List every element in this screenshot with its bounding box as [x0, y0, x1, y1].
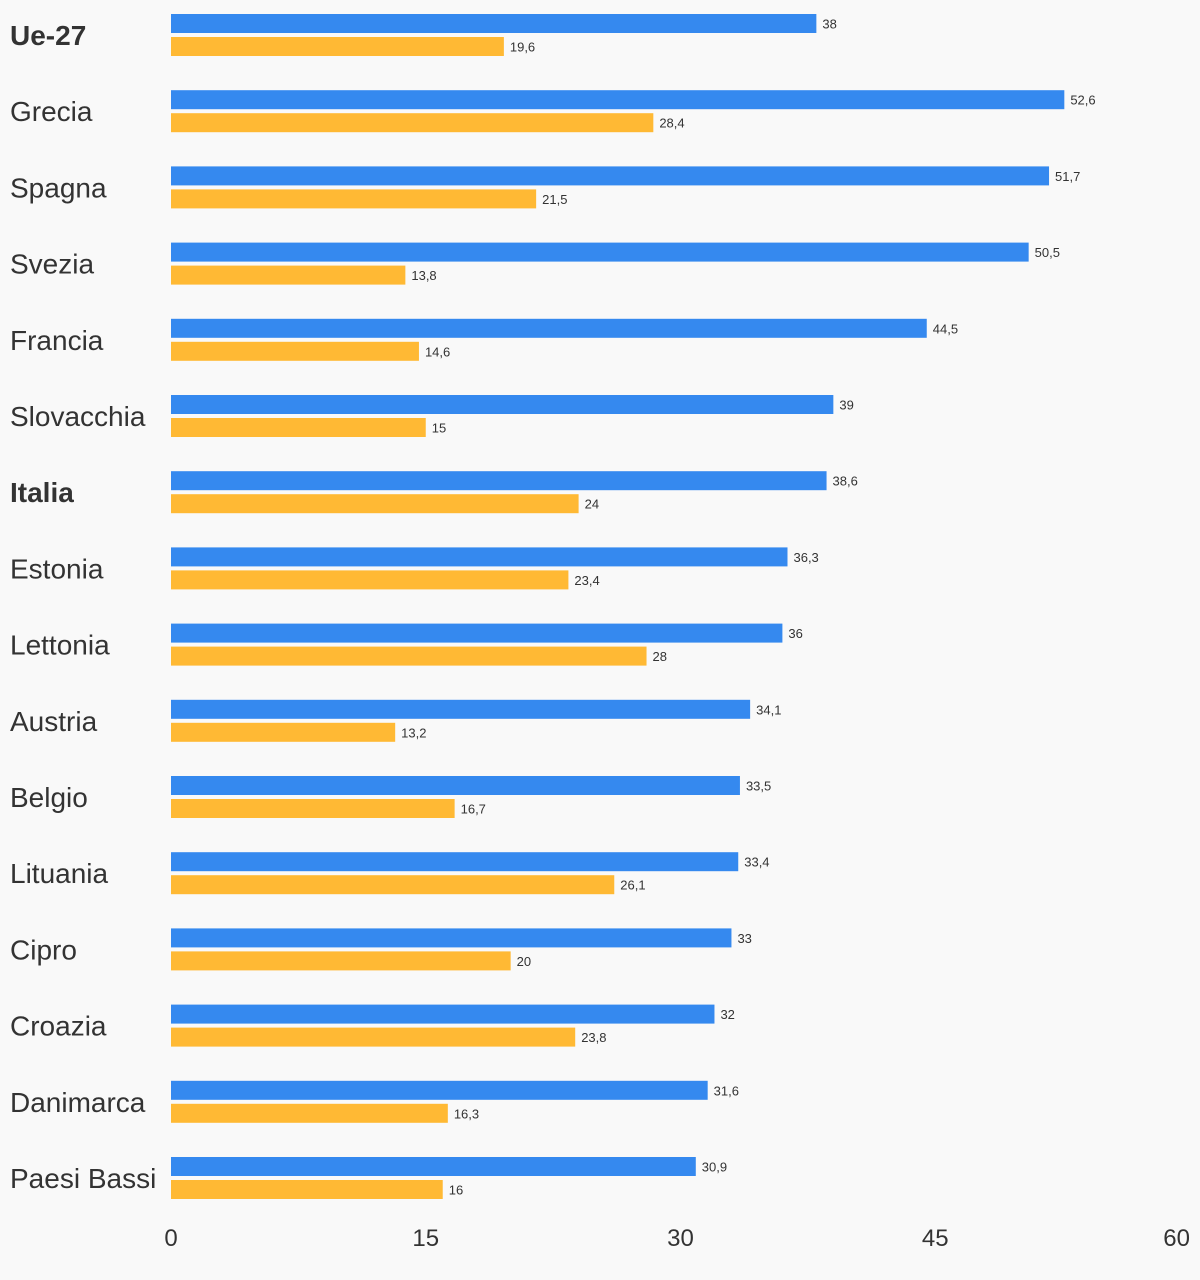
- bar-paesi-bassi-series-1: [171, 1157, 696, 1176]
- bar-spagna-series-1: [171, 166, 1050, 186]
- value-label-francia-series-1: 44,5: [933, 321, 958, 336]
- bar-belgio-series-1: [171, 776, 740, 795]
- value-label-spagna-series-1: 51,7: [1055, 169, 1080, 184]
- bars-layer: [171, 14, 1065, 1199]
- x-tick-label-0: 0: [164, 1225, 177, 1252]
- value-labels: 38 19,6 52,6 28,4 51,7 21,5 50,5 13,8 44,5 14,6 39…: [401, 17, 1095, 1198]
- value-label-austria-series-2: 13,2: [401, 725, 426, 740]
- bar-lettonia-series-2: [171, 646, 647, 666]
- bar-grecia-series-1: [171, 90, 1065, 110]
- value-label-austria-series-1: 34,1: [756, 702, 781, 717]
- bar-italia-series-2: [171, 494, 579, 514]
- bar-croazia-series-1: [171, 1004, 715, 1024]
- value-label-estonia-series-1: 36,3: [793, 550, 818, 565]
- value-label-ue-27-series-1: 38: [822, 17, 836, 32]
- category-label-estonia: Estonia: [10, 553, 104, 584]
- value-label-italia-series-2: 24: [585, 497, 599, 512]
- category-label-grecia: Grecia: [10, 96, 93, 127]
- category-label-ue-27: Ue-27: [10, 20, 86, 51]
- value-label-danimarca-series-2: 16,3: [454, 1106, 479, 1121]
- bar-estonia-series-1: [171, 547, 788, 567]
- value-label-belgio-series-2: 16,7: [461, 802, 486, 817]
- category-label-spagna: Spagna: [10, 172, 107, 203]
- value-label-slovacchia-series-1: 39: [839, 398, 853, 413]
- bar-grecia-series-2: [171, 113, 654, 133]
- value-label-paesi-bassi-series-1: 30,9: [702, 1160, 727, 1175]
- category-label-cipro: Cipro: [10, 934, 77, 965]
- category-label-lituania: Lituania: [10, 858, 109, 889]
- category-label-slovacchia: Slovacchia: [10, 401, 146, 432]
- value-label-croazia-series-1: 32: [720, 1007, 734, 1022]
- bar-spagna-series-2: [171, 189, 537, 209]
- bar-cipro-series-1: [171, 928, 732, 948]
- category-label-croazia: Croazia: [10, 1011, 107, 1042]
- x-tick-label-30: 30: [667, 1225, 694, 1252]
- x-tick-label-60: 60: [1163, 1225, 1190, 1252]
- bar-austria-series-1: [171, 699, 751, 719]
- value-label-danimarca-series-1: 31,6: [714, 1083, 739, 1098]
- value-label-ue-27-series-2: 19,6: [510, 40, 535, 55]
- bar-lettonia-series-1: [171, 623, 783, 643]
- value-label-grecia-series-1: 52,6: [1070, 93, 1095, 108]
- bar-cipro-series-2: [171, 951, 511, 971]
- bar-italia-series-1: [171, 471, 827, 491]
- category-labels: Ue-27 Grecia Spagna Svezia Francia Slovacchia…: [10, 20, 156, 1194]
- category-label-francia: Francia: [10, 325, 104, 356]
- bar-danimarca-series-2: [171, 1103, 448, 1123]
- value-label-lituania-series-2: 26,1: [620, 878, 645, 893]
- bar-lituania-series-2: [171, 875, 615, 895]
- category-label-lettonia: Lettonia: [10, 630, 110, 661]
- value-label-slovacchia-series-2: 15: [432, 421, 446, 436]
- category-label-paesi-bassi: Paesi Bassi: [10, 1163, 156, 1194]
- x-tick-label-15: 15: [412, 1225, 439, 1252]
- value-label-spagna-series-2: 21,5: [542, 192, 567, 207]
- value-label-lituania-series-1: 33,4: [744, 855, 769, 870]
- bar-slovacchia-series-1: [171, 395, 834, 414]
- bar-croazia-series-2: [171, 1027, 576, 1047]
- x-axis: 0 15 30 45 60: [164, 1225, 1190, 1252]
- value-label-svezia-series-1: 50,5: [1035, 245, 1060, 260]
- bar-ue-27-series-1: [171, 14, 817, 33]
- value-label-lettonia-series-1: 36: [788, 626, 802, 641]
- value-label-svezia-series-2: 13,8: [411, 268, 436, 283]
- value-label-grecia-series-2: 28,4: [659, 116, 684, 131]
- bar-belgio-series-2: [171, 799, 455, 818]
- value-label-cipro-series-2: 20: [517, 954, 531, 969]
- value-label-francia-series-2: 14,6: [425, 344, 450, 359]
- category-label-italia: Italia: [10, 477, 74, 508]
- bar-estonia-series-2: [171, 570, 569, 590]
- category-label-danimarca: Danimarca: [10, 1087, 146, 1118]
- value-label-lettonia-series-2: 28: [653, 649, 667, 664]
- category-label-belgio: Belgio: [10, 782, 88, 813]
- bar-francia-series-1: [171, 318, 927, 338]
- category-label-austria: Austria: [10, 706, 98, 737]
- value-label-estonia-series-2: 23,4: [574, 573, 599, 588]
- value-label-cipro-series-1: 33: [737, 931, 751, 946]
- bar-lituania-series-1: [171, 852, 739, 872]
- bar-svezia-series-2: [171, 265, 406, 285]
- value-label-italia-series-1: 38,6: [833, 474, 858, 489]
- bar-danimarca-series-1: [171, 1080, 708, 1100]
- bar-austria-series-2: [171, 722, 396, 742]
- value-label-paesi-bassi-series-2: 16: [449, 1183, 463, 1198]
- bar-slovacchia-series-2: [171, 418, 426, 437]
- bar-ue-27-series-2: [171, 37, 504, 56]
- bar-francia-series-2: [171, 341, 419, 361]
- bar-paesi-bassi-series-2: [171, 1180, 443, 1199]
- value-label-croazia-series-2: 23,8: [581, 1030, 606, 1045]
- category-label-svezia: Svezia: [10, 249, 94, 280]
- value-label-belgio-series-1: 33,5: [746, 779, 771, 794]
- x-tick-label-45: 45: [922, 1225, 949, 1252]
- bar-svezia-series-1: [171, 242, 1029, 262]
